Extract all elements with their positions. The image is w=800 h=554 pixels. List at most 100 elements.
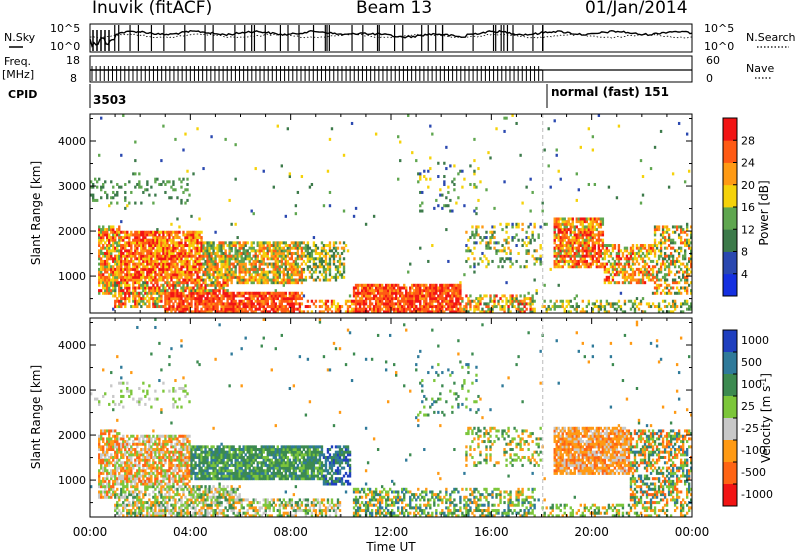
heat-cell: [423, 286, 426, 290]
heat-cell: [669, 310, 673, 314]
heat-cell: [158, 257, 161, 261]
heat-cell: [360, 310, 364, 314]
heat-cell: [112, 244, 115, 248]
heat-cell: [112, 307, 115, 311]
heat-cell: [629, 299, 633, 303]
heat-cell: [124, 233, 127, 237]
heat-cell: [633, 270, 637, 274]
heat-cell: [160, 299, 163, 303]
heat-cell: [122, 270, 125, 274]
heat-cell: [198, 236, 201, 240]
heat-cell: [447, 185, 450, 189]
heat-cell: [148, 238, 151, 242]
heat-cell: [92, 182, 95, 186]
nsky-label: N.Sky: [4, 31, 36, 44]
heat-cell: [198, 286, 201, 290]
heat-cell: [503, 246, 506, 250]
heat-cell: [511, 262, 514, 266]
heat-cell: [228, 198, 231, 202]
heat-cell: [196, 302, 199, 306]
heat-cell: [649, 249, 653, 253]
heat-cell: [661, 228, 665, 232]
heat-cell: [559, 299, 562, 303]
heat-cell: [158, 267, 161, 271]
heat-cell: [336, 259, 340, 263]
heat-cell: [128, 294, 131, 298]
heat-cell: [206, 265, 209, 269]
heat-cell: [186, 297, 189, 301]
heat-cell: [651, 270, 655, 274]
heat-cell: [493, 302, 496, 306]
heat-cell: [609, 262, 613, 266]
heat-cell: [553, 238, 556, 242]
heat-cell: [102, 259, 105, 263]
heat-cell: [236, 251, 239, 255]
heat-cell: [158, 241, 161, 245]
heat-cell: [108, 233, 111, 237]
heat-cell: [429, 294, 432, 298]
heat-cell: [625, 254, 629, 258]
heat-cell: [575, 259, 578, 263]
heat-cell: [346, 299, 350, 303]
heat-cell: [364, 291, 368, 295]
heat-cell: [162, 270, 165, 274]
heat-cell: [166, 230, 169, 234]
heat-cell: [314, 257, 318, 261]
heat-cell: [214, 262, 217, 266]
heat-cell: [617, 270, 621, 274]
heat-cell: [649, 167, 653, 171]
heat-cell: [266, 265, 269, 269]
heat-cell: [196, 262, 199, 266]
heat-cell: [186, 262, 189, 266]
heat-cell: [336, 305, 340, 309]
heat-cell: [100, 482, 103, 486]
heat-cell: [431, 286, 434, 290]
heat-cell: [168, 299, 171, 303]
colorbar-segment: [723, 118, 737, 141]
heat-cell: [336, 246, 340, 250]
heat-cell: [262, 244, 265, 248]
heat-cell: [274, 310, 277, 314]
heat-cell: [625, 270, 629, 274]
heat-cell: [603, 265, 607, 269]
heat-cell: [120, 265, 123, 269]
heat-cell: [487, 246, 490, 250]
heat-cell: [459, 297, 462, 301]
heat-cell: [116, 265, 119, 269]
heat-cell: [100, 267, 103, 271]
heat-cell: [106, 246, 109, 250]
heat-cell: [172, 275, 175, 279]
heat-cell: [320, 273, 324, 277]
heat-cell: [653, 291, 657, 295]
heat-cell: [258, 275, 261, 279]
heat-cell: [184, 233, 187, 237]
heat-cell: [455, 286, 458, 290]
heat-cell: [292, 281, 296, 285]
nsearch-tick-bottom: 10^0: [704, 40, 734, 53]
heat-cell: [252, 265, 255, 269]
heat-cell: [332, 251, 336, 255]
heat-cell: [663, 238, 667, 242]
heat-cell: [439, 294, 442, 298]
heat-cell: [657, 254, 661, 258]
heat-cell: [278, 305, 281, 309]
heat-cell: [256, 257, 259, 261]
heat-cell: [306, 257, 310, 261]
heat-cell: [220, 246, 223, 250]
heat-cell: [118, 233, 121, 237]
heat-cell: [565, 254, 568, 258]
heat-cell: [607, 254, 611, 258]
heat-cell: [372, 310, 376, 314]
heat-cell: [260, 297, 263, 301]
heat-cell: [455, 289, 458, 293]
heat-cell: [288, 244, 292, 248]
heat-cell: [306, 241, 310, 245]
heat-cell: [306, 246, 310, 250]
heat-cell: [635, 244, 639, 248]
heat-cell: [673, 259, 677, 263]
heat-cell: [248, 275, 251, 279]
heat-cell: [290, 307, 294, 311]
heat-cell: [98, 238, 101, 242]
heat-cell: [651, 244, 655, 248]
heat-cell: [683, 265, 687, 269]
